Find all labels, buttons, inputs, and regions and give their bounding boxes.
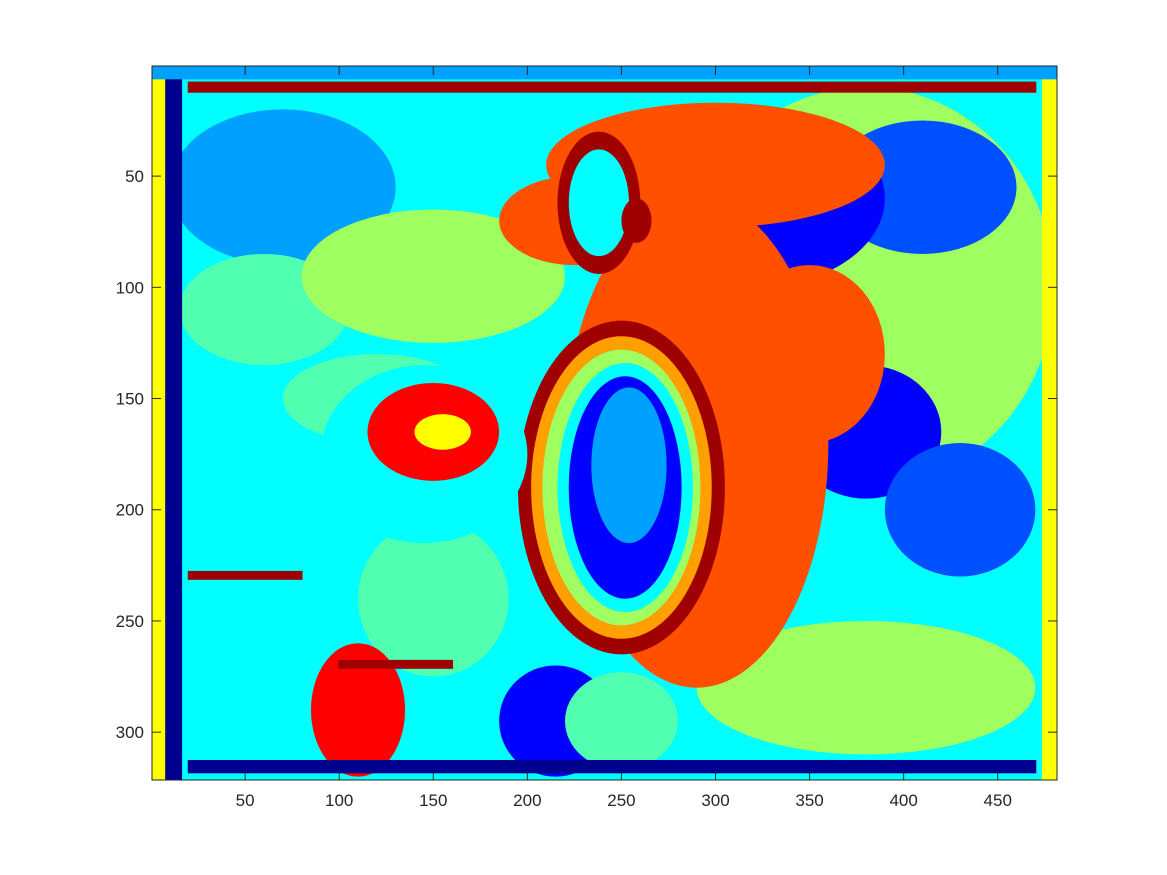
heatmap-region-16: [734, 265, 885, 444]
heatmap-region-5: [160, 509, 368, 733]
heatmap-region-23: [591, 387, 667, 544]
heatmap-region-10: [884, 443, 1036, 577]
x-tick-label: 400: [889, 791, 917, 810]
heatmap-region-25: [568, 149, 629, 257]
heatmap-region-33: [165, 66, 183, 780]
heatmap-region-35: [152, 66, 1057, 80]
x-tick-label: 350: [795, 791, 823, 810]
y-tick-label: 200: [116, 501, 144, 520]
y-tick-label: 100: [116, 278, 144, 297]
heatmap-image: [152, 66, 1057, 780]
heatmap-region-38: [187, 570, 303, 580]
x-tick-label: 300: [701, 791, 729, 810]
x-tick-label: 50: [236, 791, 255, 810]
heatmap-region-17: [310, 643, 406, 777]
x-tick-label: 100: [325, 791, 353, 810]
y-tick-label: 300: [116, 723, 144, 742]
heatmap-region-1: [169, 109, 396, 266]
y-tick-label: 50: [125, 167, 144, 186]
heatmap-region-31: [564, 672, 678, 770]
heatmap-region-11: [696, 620, 1036, 755]
heatmap-region-32: [152, 66, 168, 780]
heatmap-region-36: [187, 81, 1037, 93]
y-tick-label: 150: [116, 390, 144, 409]
heatmap-region-29: [414, 414, 471, 450]
heatmap-region-39: [338, 659, 454, 669]
heatmap-region-37: [187, 759, 1037, 774]
heatmap-region-6: [358, 520, 509, 677]
x-tick-label: 450: [984, 791, 1012, 810]
heatmap-region-3: [301, 209, 565, 343]
x-tick-label: 200: [513, 791, 541, 810]
y-axis: 50 100 150 200 250 300: [116, 167, 1057, 742]
y-tick-label: 250: [116, 612, 144, 631]
plot-frame: [151, 65, 1058, 781]
x-tick-label: 150: [419, 791, 447, 810]
heatmap-region-34: [1041, 66, 1057, 780]
x-tick-label: 250: [607, 791, 635, 810]
x-axis: 50 100 150 200 250 300 350 400 450: [236, 66, 1012, 810]
heatmap-region-26: [621, 198, 652, 243]
